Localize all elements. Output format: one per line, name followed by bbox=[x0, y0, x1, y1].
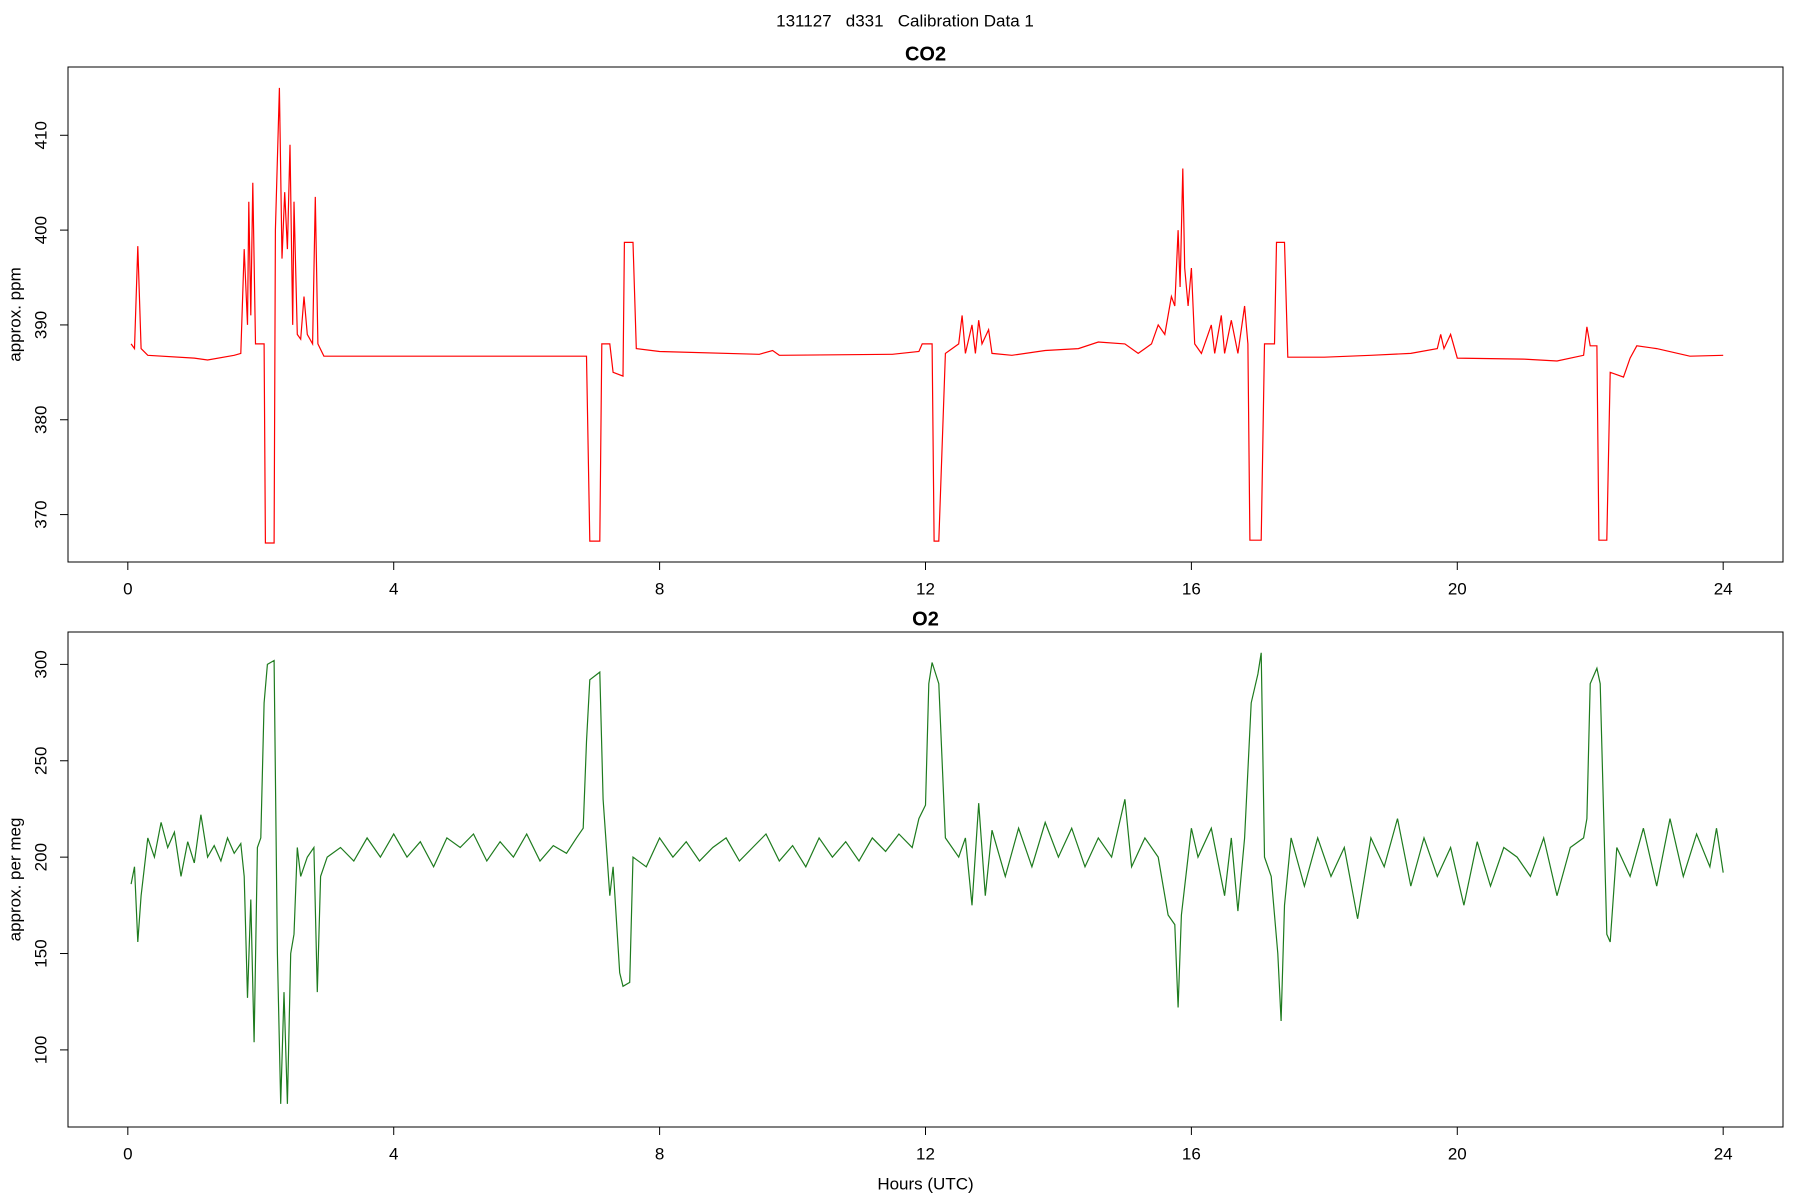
y-tick-label: 380 bbox=[31, 406, 50, 434]
y-tick-label: 250 bbox=[31, 747, 50, 775]
y-tick-label: 200 bbox=[31, 843, 50, 871]
panel-title: O2 bbox=[912, 608, 939, 630]
x-tick-label: 12 bbox=[916, 1144, 935, 1163]
x-tick-label: 4 bbox=[389, 579, 398, 598]
plot-frame bbox=[67, 631, 1784, 1128]
y-tick-label: 100 bbox=[31, 1036, 50, 1064]
x-tick-label: 24 bbox=[1714, 579, 1733, 598]
y-tick-label: 300 bbox=[31, 650, 50, 678]
x-tick-label: 12 bbox=[916, 579, 935, 598]
y-tick-label: 410 bbox=[31, 121, 50, 149]
y-axis-label: approx. ppm bbox=[5, 267, 24, 362]
data-line bbox=[130, 652, 1724, 1104]
x-tick-label: 8 bbox=[655, 579, 664, 598]
x-tick-label: 8 bbox=[655, 1144, 664, 1163]
panel-title: CO2 bbox=[905, 43, 946, 65]
data-line bbox=[130, 87, 1724, 544]
x-tick-label: 0 bbox=[123, 579, 132, 598]
x-axis-label: Hours (UTC) bbox=[877, 1174, 973, 1193]
x-tick-label: 0 bbox=[123, 1144, 132, 1163]
y-tick-label: 400 bbox=[31, 216, 50, 244]
figure-title: 131127 d331 Calibration Data 1 bbox=[776, 11, 1034, 30]
x-tick-label: 20 bbox=[1448, 579, 1467, 598]
y-tick-label: 150 bbox=[31, 939, 50, 967]
x-tick-label: 20 bbox=[1448, 1144, 1467, 1163]
y-axis-label: approx. per meg bbox=[5, 818, 24, 942]
y-tick-label: 370 bbox=[31, 500, 50, 528]
plot-frame bbox=[67, 66, 1784, 563]
x-tick-label: 16 bbox=[1182, 1144, 1201, 1163]
x-tick-label: 24 bbox=[1714, 1144, 1733, 1163]
x-tick-label: 4 bbox=[389, 1144, 398, 1163]
y-tick-label: 390 bbox=[31, 311, 50, 339]
x-tick-label: 16 bbox=[1182, 579, 1201, 598]
